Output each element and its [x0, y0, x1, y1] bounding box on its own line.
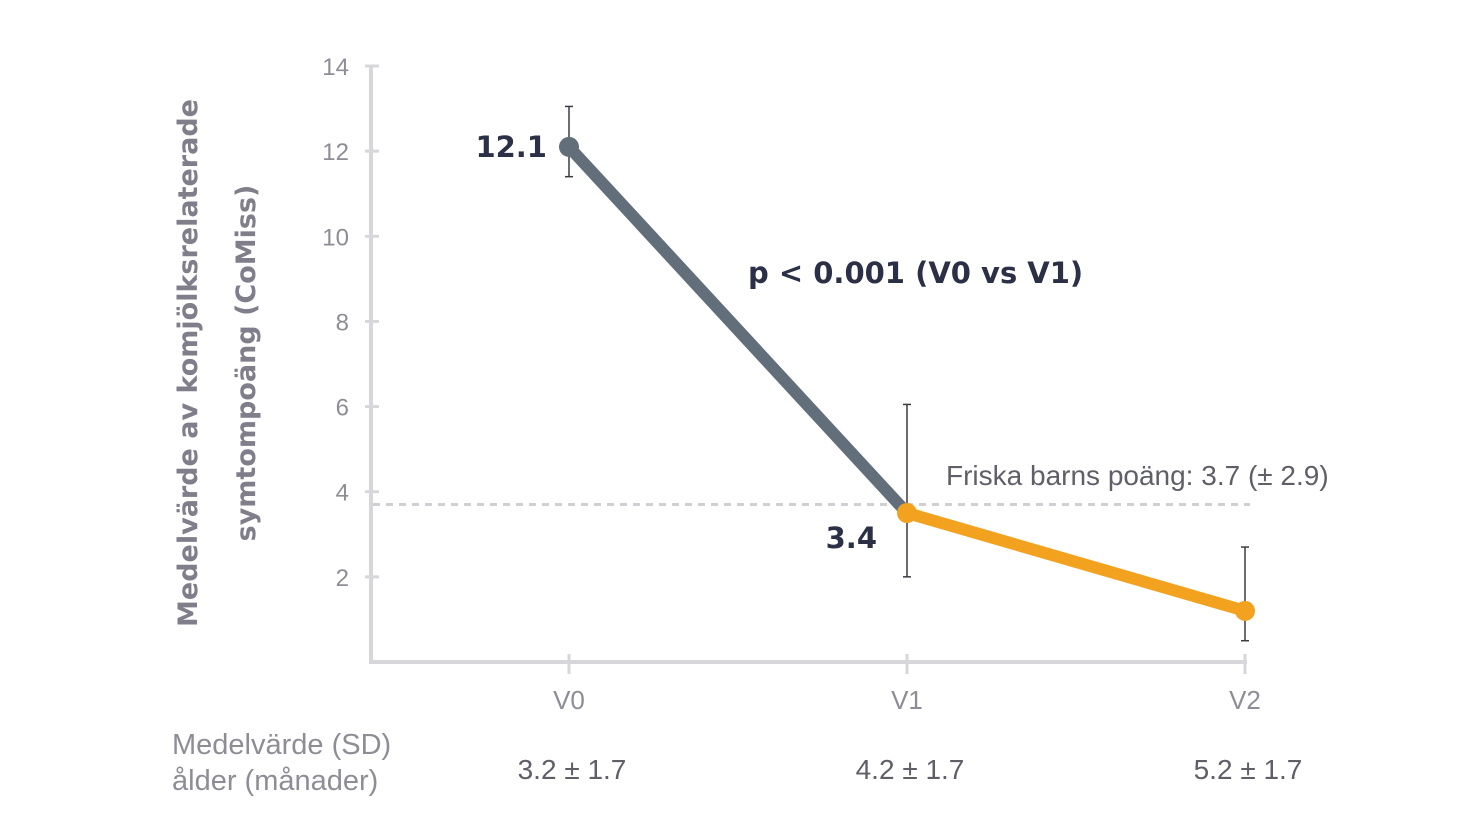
age-value-V1: 4.2 ± 1.7: [856, 754, 965, 785]
age-row: Medelvärde (SD) ålder (månader) 3.2 ± 1.…: [172, 729, 1302, 797]
data-label-V0: 12.1: [475, 130, 547, 164]
y-tick-label-6: 6: [336, 395, 349, 422]
data-point-V1: [897, 503, 917, 523]
x-tick-label-V2: V2: [1229, 685, 1261, 715]
age-row-label-line-1: Medelvärde (SD): [172, 729, 391, 761]
x-tick-label-V1: V1: [891, 685, 923, 715]
series-segment-V0-V1: [563, 140, 913, 519]
data-label-V1: 3.4: [826, 521, 877, 555]
y-tick-label-14: 14: [322, 54, 349, 81]
p-value-annotation: p < 0.001 (V0 vs V1): [748, 256, 1083, 290]
series-group: [559, 105, 1255, 642]
age-value-V0: 3.2 ± 1.7: [518, 754, 627, 785]
axes: 2 4 6 8 10 12 14 V0 V1 V2: [322, 54, 1261, 715]
y-axis-title-line-1: Medelvärde av komjölksrelaterade: [173, 99, 204, 627]
y-tick-label-8: 8: [336, 309, 349, 336]
data-point-V0: [559, 136, 579, 157]
y-tick-label-2: 2: [336, 565, 349, 592]
labels-group: 12.1 3.4: [475, 130, 877, 555]
age-row-label-line-2: ålder (månader): [172, 765, 378, 797]
reference-line-group: Friska barns poäng: 3.7 (± 2.9): [373, 460, 1329, 506]
data-point-V2: [1235, 600, 1255, 621]
y-tick-label-4: 4: [336, 480, 349, 507]
y-tick-label-12: 12: [322, 139, 349, 166]
reference-line-label: Friska barns poäng: 3.7 (± 2.9): [946, 460, 1329, 491]
y-axis-title-line-2: symtompoäng (CoMiss): [231, 185, 262, 542]
age-value-V2: 5.2 ± 1.7: [1194, 754, 1303, 785]
series-segment-V1-V2: [901, 507, 1251, 617]
x-tick-label-V0: V0: [553, 685, 585, 715]
y-axis-title: Medelvärde av komjölksrelaterade symtomp…: [173, 99, 262, 627]
y-tick-label-10: 10: [322, 224, 349, 251]
